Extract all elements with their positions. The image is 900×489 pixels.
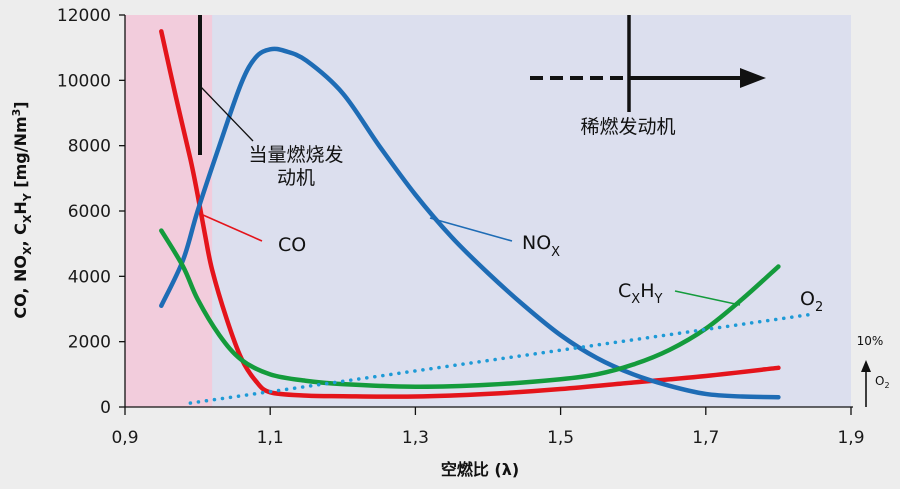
y-title-part-6: [mg/Nm: [11, 116, 30, 193]
stoich-label-line1: 当量燃烧发: [248, 144, 343, 166]
y-title-part-2: , C: [11, 223, 30, 246]
y-title-part-8: ]: [11, 101, 30, 108]
cxhy-label-c: C: [618, 280, 631, 302]
x-axis-title: 空燃比 (λ): [441, 460, 519, 479]
y-title-part-1: X: [21, 246, 34, 255]
nox-label-sub: X: [551, 245, 560, 260]
y-tick-label: 6000: [68, 202, 111, 222]
plot-area: [125, 15, 851, 407]
co-leader-line: [202, 214, 263, 242]
y-title-part-3: X: [21, 214, 34, 223]
co-label: CO: [278, 234, 306, 256]
y-tick-label: 12000: [57, 6, 111, 26]
y-tick-label: 10000: [57, 71, 111, 91]
o2-label-sub: 2: [815, 300, 823, 315]
nox-label: NOX: [522, 232, 560, 260]
cxhy-leader-line: [674, 290, 741, 306]
nox-leader-line: [429, 217, 513, 242]
cxhy-label-y: Y: [653, 292, 662, 307]
x-tick-label: 1,9: [837, 428, 864, 448]
y-title-part-4: H: [11, 201, 30, 214]
y-tick-label: 0: [100, 398, 111, 418]
lean-label: 稀燃发动机: [580, 116, 675, 138]
series-line-o2: [188, 312, 817, 405]
series-labels: CO NOX CXHY O2: [202, 214, 823, 315]
o2-scale-percent: 10%: [857, 334, 884, 348]
stoich-leader-line: [199, 85, 254, 142]
series-line-nox: [159, 46, 781, 400]
cxhy-label-x: X: [631, 292, 640, 307]
x-tick-label: 1,5: [547, 428, 574, 448]
y-title-part-0: CO, NO: [11, 255, 30, 319]
annotations: 当量燃烧发 动机 稀燃发动机 10% O2: [198, 15, 890, 407]
o2-scale-label: O2: [875, 374, 890, 390]
y-title-part-7: 3: [10, 109, 23, 117]
x-tick-label: 1,1: [257, 428, 284, 448]
o2-scale-arrow-head: [861, 360, 871, 372]
x-tick-label: 0,9: [111, 428, 138, 448]
x-tick-label: 1,3: [402, 428, 429, 448]
o2-scale-label-main: O: [875, 374, 884, 388]
y-tick-label: 8000: [68, 137, 111, 157]
o2-scale-label-sub: 2: [884, 381, 889, 390]
y-axis-ticks: 0 2000 4000 6000 8000 10000 12000: [57, 6, 125, 418]
y-title-part-5: Y: [21, 192, 34, 202]
y-axis-title: CO, NOX, CXHY [mg/Nm3]: [10, 101, 34, 318]
series-line-cxhy: [159, 228, 781, 389]
stoich-label-line2: 动机: [277, 167, 315, 189]
y-tick-label: 4000: [68, 267, 111, 287]
cxhy-label: CXHY: [618, 280, 662, 307]
x-axis-ticks: 0,9 1,1 1,3 1,5 1,7 1,9: [111, 407, 865, 448]
cxhy-label-h: H: [640, 280, 654, 302]
series-line-co: [159, 29, 781, 399]
o2-label-main: O: [800, 288, 815, 310]
y-tick-label: 2000: [68, 333, 111, 353]
nox-label-main: NO: [522, 232, 551, 254]
o2-label: O2: [800, 288, 823, 315]
x-tick-label: 1,7: [692, 428, 719, 448]
series-layer: [159, 29, 817, 405]
lean-arrow-head: [740, 68, 766, 88]
